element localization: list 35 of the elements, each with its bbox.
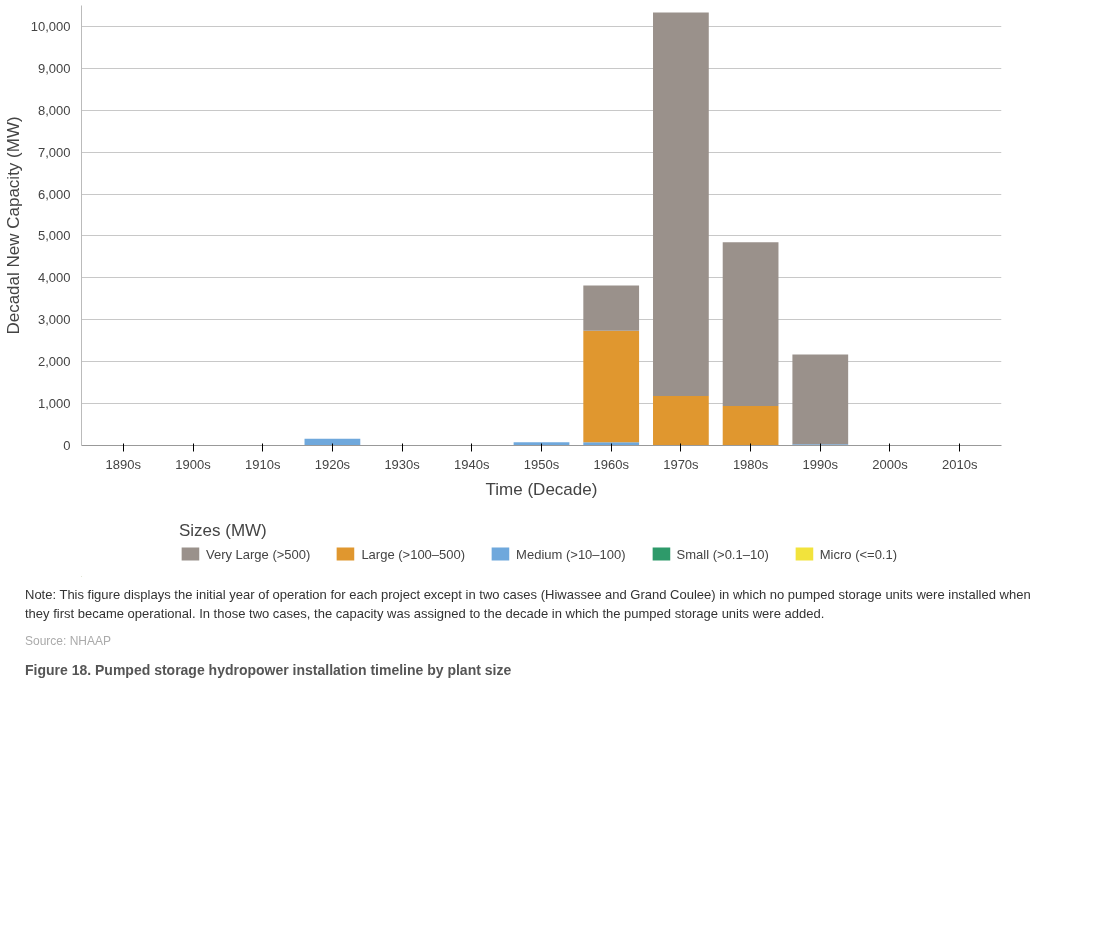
x-tick-label: 2000s [872,456,909,472]
x-tick-label: 1910s [245,456,281,472]
x-tick-label: 1980s [732,456,769,472]
y-axis-title: Decadal New Capacity (MW) [3,116,23,335]
x-tick-label: 1960s [593,456,630,472]
x-tick-label: 1940s [454,456,491,472]
y-tick-label: 5,000 [37,228,71,244]
x-axis-title: Time (Decade) [485,479,598,499]
y-tick-label: 4,000 [37,270,71,286]
text: Note: This figure displays the initial year of operation for each project except in two cases (Hiwassee and Grand Coulee) in which no pumped storage units were installed when they first became operational. In those two cases, the capacity was assigned to the decade in which the pumped storage units were added. [25,586,1032,623]
x-tick-label: 1900s [175,456,212,472]
legend-label: Large (>100–500) [361,546,466,561]
y-tick-label: 1,000 [37,396,71,412]
y-tick-label: 0 [63,438,71,453]
legend-label: Micro (<=0.1) [819,546,898,561]
source-note: Source: NHAAP [25,633,112,651]
y-tick-label: 9,000 [37,60,71,76]
y-tick-label: 3,000 [37,312,71,328]
y-tick-label: 2,000 [37,354,71,370]
x-tick-label: 1970s [663,456,700,472]
legend-label: Medium (>10–100) [516,546,626,561]
legend-label: Small (>0.1–10) [676,546,769,561]
legend-title: Sizes (MW) [178,520,268,541]
x-tick-label: 1930s [384,456,421,472]
legend-label: Very Large (>500) [205,546,311,561]
x-tick-label: 1920s [314,456,351,472]
y-tick-label: 8,000 [37,102,71,118]
y-tick-label: 10,000 [30,18,71,34]
x-tick-label: 2010s [941,456,978,472]
y-tick-label: 7,000 [37,144,71,160]
caption: Figure 18. Pumped storage hydropower installation timeline by plant size [25,661,512,681]
x-tick-label: 1990s [802,456,839,472]
x-tick-label: 1950s [523,456,560,472]
y-tick-label: 6,000 [37,186,71,202]
x-tick-label: 1890s [105,456,142,472]
